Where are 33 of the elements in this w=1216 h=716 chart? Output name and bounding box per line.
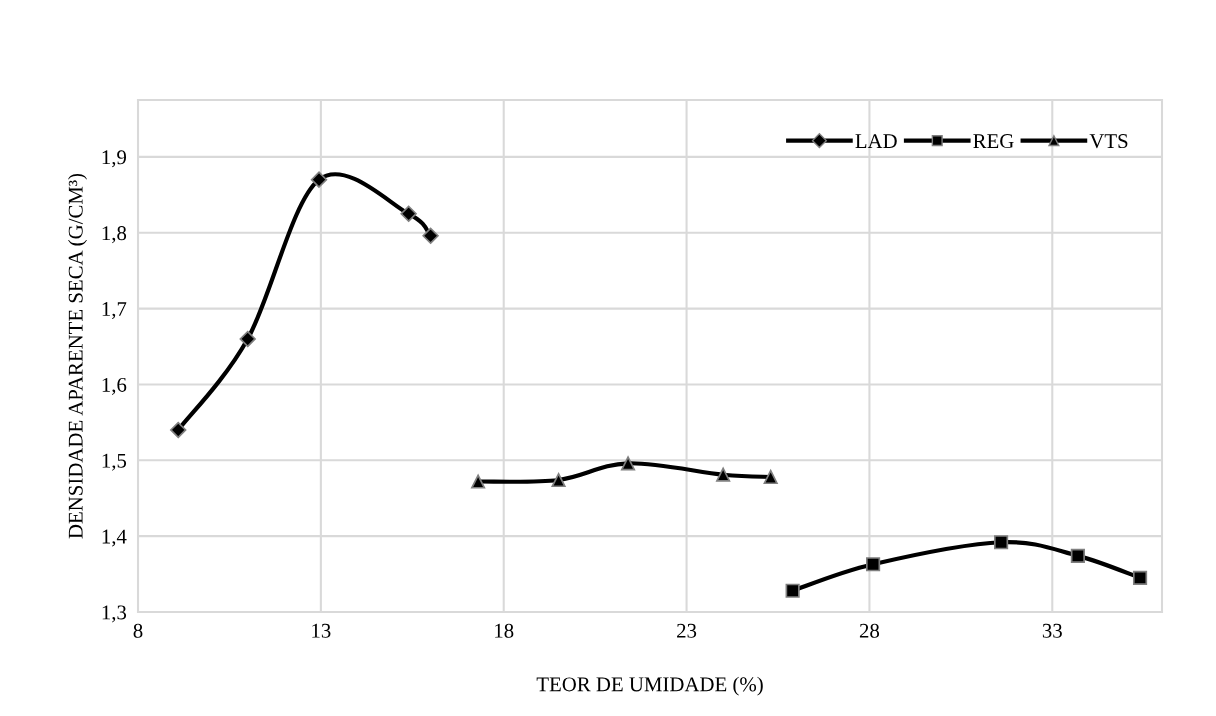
point bbox=[1132, 570, 1148, 585]
y-tick-label: 1,3 bbox=[102, 605, 127, 623]
y-tick-label: 1,8 bbox=[102, 226, 127, 244]
y-tick-label: 1,7 bbox=[102, 302, 127, 320]
point bbox=[785, 583, 800, 598]
legend-label: VTS bbox=[1089, 134, 1128, 149]
legend-label: LAD bbox=[855, 134, 897, 148]
y-tick-label: 1,6 bbox=[102, 377, 127, 395]
y-tick-label: 1,4 bbox=[102, 529, 127, 547]
legend-label: REG bbox=[973, 134, 1014, 149]
x-tick-label: 13 bbox=[312, 623, 331, 638]
point bbox=[471, 474, 486, 489]
point bbox=[716, 467, 731, 482]
x-tick-label: 33 bbox=[1042, 623, 1062, 638]
x-axis-title: TEOR DE UMIDADE (%) bbox=[536, 676, 763, 696]
point bbox=[422, 227, 439, 244]
x-tick-label: 8 bbox=[133, 623, 143, 638]
x-tick-label: 18 bbox=[495, 623, 514, 638]
point bbox=[239, 330, 256, 348]
y-tick-label: 1,5 bbox=[102, 453, 127, 471]
point bbox=[310, 171, 328, 188]
x-tick-label: 28 bbox=[859, 623, 880, 638]
point bbox=[763, 469, 778, 485]
point bbox=[551, 472, 566, 488]
point bbox=[1070, 548, 1085, 563]
x-tick-label: 23 bbox=[677, 623, 697, 638]
y-tick-label: 1,9 bbox=[102, 150, 127, 168]
point bbox=[620, 456, 636, 471]
point bbox=[994, 535, 1009, 550]
point bbox=[400, 205, 417, 222]
y-axis-title: DENSIDADE APARENTE SECA (G/CM³) bbox=[68, 173, 87, 539]
point bbox=[866, 557, 881, 572]
point bbox=[170, 421, 187, 439]
